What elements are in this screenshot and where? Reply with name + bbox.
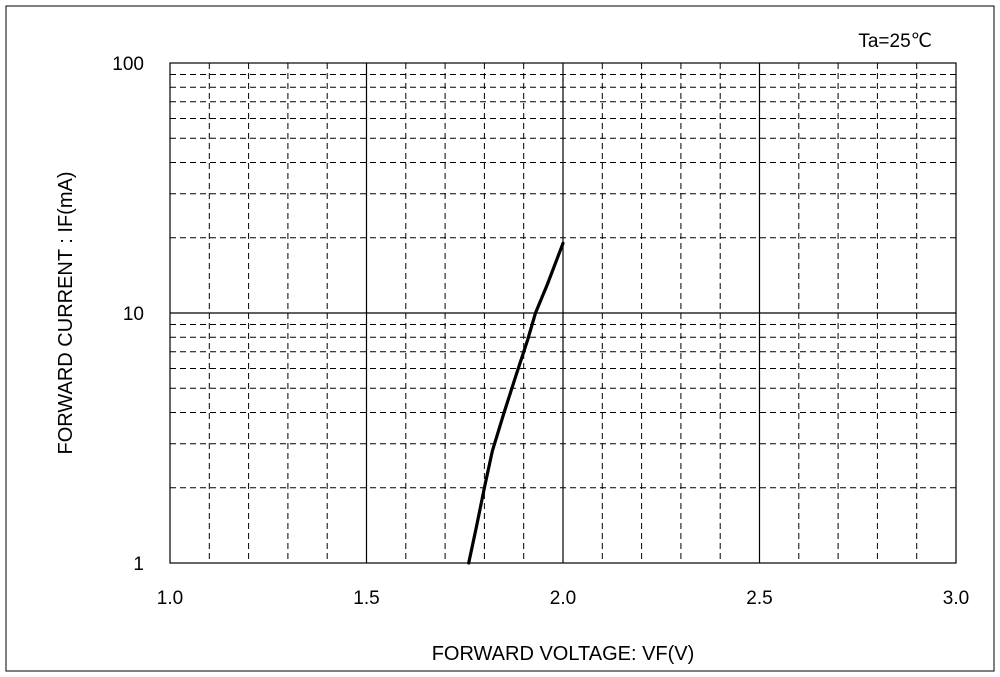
- outer-border: [5, 5, 995, 672]
- y-axis-label: FORWARD CURRENT : IF(mA): [55, 172, 77, 455]
- x-tick-label: 1.5: [353, 588, 379, 609]
- annotation-temperature: Ta=25℃: [858, 31, 932, 52]
- y-tick-label: 1: [133, 554, 144, 575]
- major-gridlines: [170, 63, 956, 563]
- y-tick-labels: 1 10 100: [112, 54, 144, 575]
- y-tick-label: 10: [123, 304, 144, 325]
- x-tick-label: 3.0: [943, 588, 969, 609]
- series-layer: [467, 241, 565, 565]
- x-tick-labels: 1.0 1.5 2.0 2.5 3.0: [157, 588, 969, 609]
- plot-area-border: [169, 62, 957, 564]
- x-axis-label: FORWARD VOLTAGE: VF(V): [432, 643, 695, 665]
- x-tick-label: 2.5: [746, 588, 772, 609]
- x-tick-label: 2.0: [550, 588, 576, 609]
- forward-current-curve: [467, 241, 565, 565]
- y-tick-label: 100: [112, 54, 144, 75]
- x-tick-label: 1.0: [157, 588, 183, 609]
